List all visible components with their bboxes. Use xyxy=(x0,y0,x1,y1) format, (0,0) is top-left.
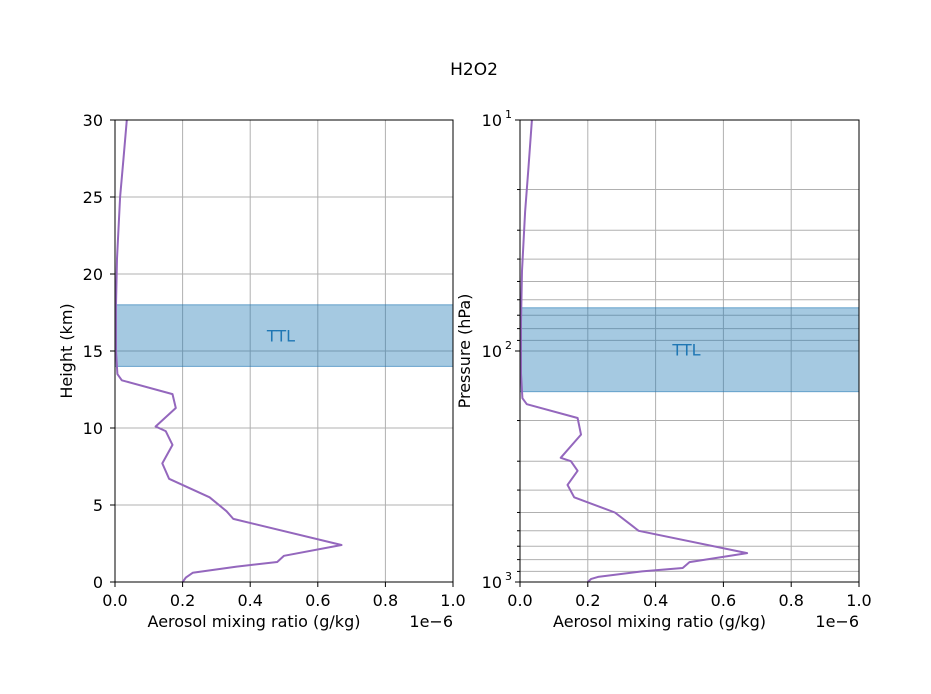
x-tick-label: 0.0 xyxy=(507,591,532,610)
y-tick-exponent: 2 xyxy=(505,339,512,352)
series-line xyxy=(520,119,749,583)
ttl-band xyxy=(114,304,454,367)
y-axis-label: Pressure (hPa) xyxy=(455,294,474,409)
figure-title: H2O2 xyxy=(450,60,498,80)
y-tick-label: 15 xyxy=(83,342,103,361)
x-tick-label: 0.4 xyxy=(643,591,668,610)
ttl-band xyxy=(519,307,860,393)
x-tick-label: 0.4 xyxy=(237,591,262,610)
y-tick-label: 10 xyxy=(83,419,103,438)
x-axis-label: Aerosol mixing ratio (g/kg) xyxy=(553,612,766,631)
y-tick-label: 0 xyxy=(93,573,103,592)
x-tick-label: 0.6 xyxy=(711,591,736,610)
x-axis-label: Aerosol mixing ratio (g/kg) xyxy=(148,612,361,631)
y-tick-exponent: 1 xyxy=(505,108,512,121)
y-tick-label: 10 xyxy=(482,342,502,361)
x-tick-label: 0.2 xyxy=(170,591,195,610)
panel-pressure: TTL 0.0 0.2 0.4 0.6 0.8 1.0 Aerosol mixing rati… xyxy=(455,108,872,631)
x-tick-label: 0.8 xyxy=(373,591,398,610)
y-tick-exponent: 3 xyxy=(505,570,512,583)
y-tick-label: 20 xyxy=(83,265,103,284)
y-tick-label: 25 xyxy=(83,188,103,207)
x-tick-label: 0.8 xyxy=(778,591,803,610)
x-tick-label: 0.2 xyxy=(575,591,600,610)
x-tick-label: 1.0 xyxy=(846,591,871,610)
ttl-label: TTL xyxy=(671,341,700,360)
x-tick-label: 0.0 xyxy=(102,591,127,610)
y-tick-label: 30 xyxy=(83,111,103,130)
y-tick-label: 10 xyxy=(482,573,502,592)
x-tick-label: 0.6 xyxy=(305,591,330,610)
x-tick-label: 1.0 xyxy=(440,591,465,610)
y-axis-label: Height (km) xyxy=(57,303,76,398)
y-tick-label: 10 xyxy=(482,111,502,130)
x-offset-label: 1e−6 xyxy=(409,612,453,631)
y-tick-label: 5 xyxy=(93,496,103,515)
x-offset-label: 1e−6 xyxy=(815,612,859,631)
series-line xyxy=(115,119,343,583)
ttl-label: TTL xyxy=(266,327,295,346)
panel-height: TTL 0.0 0.2 0.4 0.6 0.8 1.0 Aerosol mixing rati… xyxy=(57,111,466,631)
